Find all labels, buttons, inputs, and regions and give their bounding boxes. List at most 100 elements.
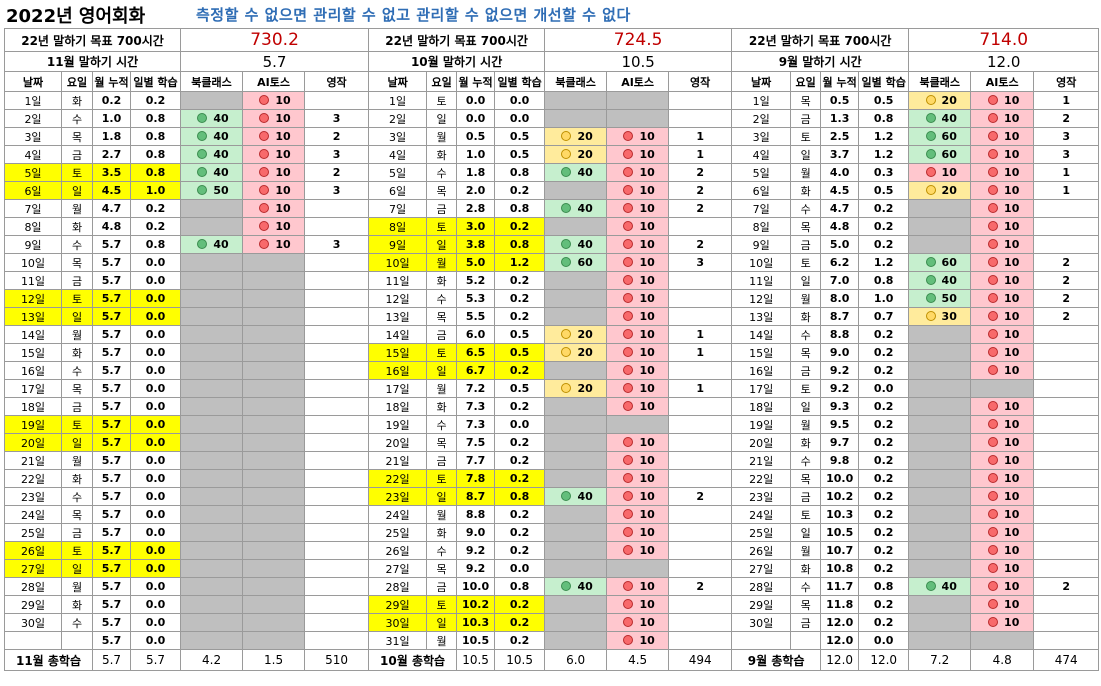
weekday-cell[interactable]: 금 — [61, 145, 93, 164]
ai-toss-cell[interactable]: 10 — [970, 109, 1035, 128]
date-cell[interactable]: 24일 — [368, 505, 428, 524]
weekday-cell[interactable]: 목 — [426, 433, 458, 452]
ai-toss-cell[interactable] — [242, 577, 306, 596]
cumulative-cell[interactable]: 5.7 — [92, 559, 131, 578]
book-class-cell[interactable] — [180, 631, 244, 650]
book-class-cell[interactable] — [180, 91, 244, 110]
book-class-cell[interactable]: 40 — [908, 109, 972, 128]
daily-cell[interactable]: 0.2 — [494, 505, 546, 524]
weekday-cell[interactable]: 월 — [790, 541, 822, 560]
daily-cell[interactable]: 0.2 — [858, 433, 910, 452]
cumulative-cell[interactable]: 5.7 — [92, 433, 131, 452]
book-class-cell[interactable]: 10 — [908, 163, 972, 182]
writing-cell[interactable]: 3 — [304, 181, 370, 200]
ai-toss-cell[interactable]: 10 — [970, 541, 1035, 560]
daily-cell[interactable]: 0.8 — [129, 127, 182, 146]
writing-cell[interactable] — [668, 109, 733, 128]
writing-cell[interactable] — [668, 361, 733, 380]
date-cell[interactable]: 25일 — [368, 523, 428, 542]
cumulative-cell[interactable]: 7.5 — [456, 433, 496, 452]
cumulative-cell[interactable]: 5.7 — [92, 451, 131, 470]
ai-toss-cell[interactable] — [970, 379, 1035, 398]
ai-toss-cell[interactable]: 10 — [606, 271, 670, 290]
ai-toss-cell[interactable] — [606, 91, 670, 110]
cumulative-cell[interactable]: 6.2 — [820, 253, 860, 272]
ai-toss-cell[interactable] — [242, 379, 306, 398]
date-cell[interactable]: 14일 — [368, 325, 428, 344]
cumulative-cell[interactable]: 9.2 — [456, 559, 496, 578]
weekday-cell[interactable] — [790, 631, 822, 650]
writing-cell[interactable] — [1033, 379, 1100, 398]
daily-cell[interactable]: 0.2 — [858, 505, 910, 524]
writing-cell[interactable]: 1 — [668, 127, 733, 146]
date-cell[interactable]: 22일 — [4, 469, 62, 488]
cumulative-cell[interactable]: 5.7 — [92, 235, 131, 254]
ai-toss-cell[interactable]: 10 — [606, 433, 670, 452]
cumulative-cell[interactable]: 5.0 — [456, 253, 496, 272]
book-class-cell[interactable] — [180, 217, 244, 236]
daily-cell[interactable]: 0.2 — [858, 523, 910, 542]
ai-toss-cell[interactable]: 10 — [606, 289, 670, 308]
total-label[interactable]: 11월 총학습 — [4, 649, 93, 671]
writing-cell[interactable] — [668, 469, 733, 488]
book-class-cell[interactable] — [544, 361, 608, 380]
book-class-cell[interactable]: 40 — [544, 487, 608, 506]
ai-toss-cell[interactable]: 10 — [970, 163, 1035, 182]
ai-toss-cell[interactable]: 10 — [606, 577, 670, 596]
weekday-cell[interactable]: 토 — [61, 415, 93, 434]
daily-cell[interactable]: 0.2 — [494, 271, 546, 290]
book-class-cell[interactable] — [908, 451, 972, 470]
date-cell[interactable]: 30일 — [731, 613, 792, 632]
cumulative-cell[interactable]: 5.7 — [92, 613, 131, 632]
date-cell[interactable]: 13일 — [731, 307, 792, 326]
total-ai-toss[interactable]: 1.5 — [242, 649, 306, 671]
book-class-cell[interactable]: 20 — [544, 379, 608, 398]
date-cell[interactable]: 10일 — [731, 253, 792, 272]
ai-toss-cell[interactable] — [970, 631, 1035, 650]
book-class-cell[interactable] — [180, 307, 244, 326]
date-cell[interactable]: 25일 — [731, 523, 792, 542]
daily-cell[interactable]: 0.0 — [129, 253, 182, 272]
writing-cell[interactable] — [304, 451, 370, 470]
cumulative-cell[interactable]: 4.5 — [820, 181, 860, 200]
daily-cell[interactable]: 0.2 — [858, 397, 910, 416]
writing-cell[interactable]: 3 — [1033, 145, 1100, 164]
daily-cell[interactable]: 0.2 — [129, 199, 182, 218]
ai-toss-cell[interactable]: 10 — [606, 361, 670, 380]
ai-toss-cell[interactable]: 10 — [970, 199, 1035, 218]
book-class-cell[interactable]: 20 — [544, 127, 608, 146]
ai-toss-cell[interactable] — [242, 433, 306, 452]
weekday-cell[interactable]: 목 — [61, 253, 93, 272]
date-cell[interactable]: 22일 — [731, 469, 792, 488]
column-header[interactable]: 북클래스 — [908, 71, 972, 92]
weekday-cell[interactable]: 화 — [790, 181, 822, 200]
date-cell[interactable]: 18일 — [4, 397, 62, 416]
writing-cell[interactable]: 2 — [1033, 577, 1100, 596]
cumulative-cell[interactable]: 5.7 — [92, 631, 131, 650]
weekday-cell[interactable]: 수 — [790, 577, 822, 596]
ai-toss-cell[interactable]: 10 — [606, 541, 670, 560]
column-header[interactable]: 일별 학습 — [129, 71, 182, 92]
writing-cell[interactable] — [304, 397, 370, 416]
date-cell[interactable]: 8일 — [731, 217, 792, 236]
writing-cell[interactable]: 3 — [304, 109, 370, 128]
daily-cell[interactable]: 0.5 — [494, 127, 546, 146]
writing-cell[interactable] — [1033, 631, 1100, 650]
book-class-cell[interactable] — [180, 523, 244, 542]
date-cell[interactable]: 3일 — [368, 127, 428, 146]
weekday-cell[interactable]: 수 — [61, 487, 93, 506]
daily-cell[interactable]: 0.0 — [494, 91, 546, 110]
date-cell[interactable]: 9일 — [4, 235, 62, 254]
writing-cell[interactable]: 2 — [1033, 307, 1100, 326]
date-cell[interactable]: 29일 — [731, 595, 792, 614]
writing-cell[interactable] — [304, 379, 370, 398]
daily-cell[interactable]: 0.8 — [129, 145, 182, 164]
weekday-cell[interactable]: 화 — [61, 343, 93, 362]
ai-toss-cell[interactable]: 10 — [242, 217, 306, 236]
cumulative-cell[interactable]: 0.2 — [92, 91, 131, 110]
cumulative-cell[interactable]: 1.0 — [92, 109, 131, 128]
cumulative-cell[interactable]: 5.7 — [92, 289, 131, 308]
writing-cell[interactable] — [304, 595, 370, 614]
date-cell[interactable]: 4일 — [368, 145, 428, 164]
cumulative-cell[interactable]: 3.5 — [92, 163, 131, 182]
